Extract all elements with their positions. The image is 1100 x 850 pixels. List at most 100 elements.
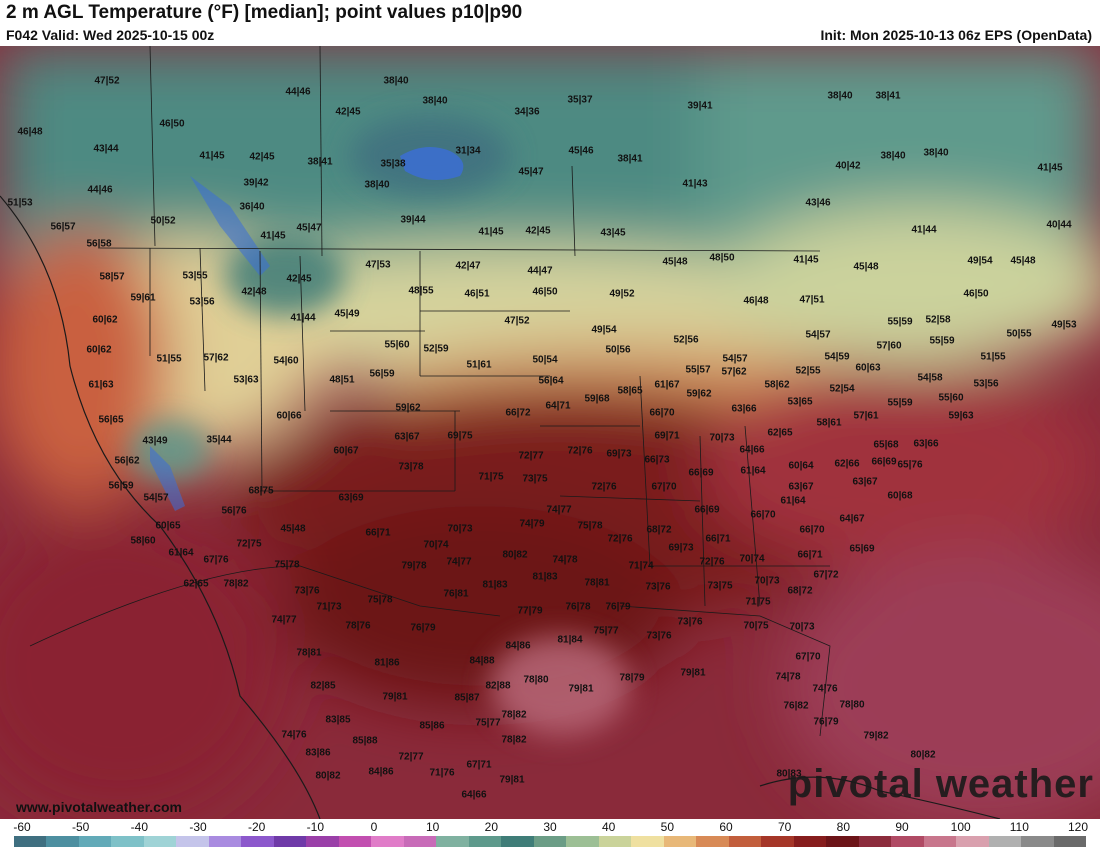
- temperature-map: 47|52 44|46 38|40 38|40 35|37 39|41 38|40 38|41…: [0, 46, 1100, 819]
- colorbar-swatch: [208, 836, 242, 847]
- point-value: 79|81: [680, 667, 706, 679]
- colorbar-swatch: [143, 836, 177, 847]
- colorbar-swatch: [468, 836, 502, 847]
- colorbar-tick-label: -10: [306, 820, 324, 834]
- point-value: 80|83: [776, 768, 802, 780]
- point-value: 70|73: [709, 432, 735, 444]
- point-value: 78|82: [223, 578, 249, 590]
- point-value: 42|45: [525, 225, 551, 237]
- point-value: 72|76: [591, 481, 617, 493]
- colorbar-swatch: [14, 836, 47, 847]
- point-value: 51|61: [466, 359, 492, 371]
- colorbar-tick-label: -50: [71, 820, 90, 834]
- point-value: 84|86: [505, 640, 531, 652]
- colorbar-swatch: [371, 836, 404, 847]
- point-value: 39|42: [243, 177, 269, 189]
- point-value: 47|53: [365, 259, 391, 271]
- point-value: 35|37: [567, 94, 593, 106]
- colorbar-swatch: [956, 836, 989, 847]
- point-value: 46|50: [963, 288, 989, 300]
- point-value: 75|78: [367, 594, 393, 606]
- point-value: 48|50: [709, 252, 735, 264]
- point-value: 67|76: [203, 554, 229, 566]
- colorbar-swatch: [46, 836, 79, 847]
- point-value: 56|65: [98, 414, 124, 426]
- point-value: 64|66: [461, 789, 487, 801]
- point-value: 74|77: [271, 614, 297, 626]
- point-value: 78|81: [584, 577, 610, 589]
- point-value: 45|47: [296, 222, 322, 234]
- point-value: 73|76: [677, 616, 703, 628]
- point-value: 76|81: [443, 588, 469, 600]
- point-value: 54|57: [143, 492, 169, 504]
- point-value: 31|34: [455, 145, 481, 157]
- point-value: 71|73: [316, 601, 342, 613]
- point-value: 81|83: [482, 579, 508, 591]
- point-value: 36|40: [239, 201, 265, 213]
- point-value: 74|76: [812, 683, 838, 695]
- point-value: 68|72: [646, 524, 672, 536]
- point-value: 45|46: [568, 145, 594, 157]
- point-value: 45|48: [662, 256, 688, 268]
- point-value: 54|57: [722, 353, 748, 365]
- point-value: 78|82: [501, 734, 527, 746]
- point-value: 56|59: [369, 368, 395, 380]
- point-value: 65|76: [897, 459, 923, 471]
- point-value: 74|78: [775, 671, 801, 683]
- point-value: 46|51: [464, 288, 490, 300]
- point-value: 38|41: [307, 156, 333, 168]
- point-value: 49|54: [967, 255, 993, 267]
- point-value: 84|88: [469, 655, 495, 667]
- point-value: 41|45: [1037, 162, 1063, 174]
- point-value: 38|40: [422, 95, 448, 107]
- point-value: 63|69: [338, 492, 364, 504]
- point-value: 64|66: [739, 444, 765, 456]
- point-value: 56|64: [538, 375, 564, 387]
- point-value: 66|71: [365, 527, 391, 539]
- point-value: 41|45: [260, 230, 286, 242]
- point-value: 47|52: [504, 315, 530, 327]
- point-value: 79|82: [863, 730, 889, 742]
- point-value: 56|59: [108, 480, 134, 492]
- site-url[interactable]: www.pivotalweather.com: [16, 799, 182, 815]
- colorbar-swatch: [273, 836, 307, 847]
- point-value: 48|51: [329, 374, 355, 386]
- point-value: 58|62: [764, 379, 790, 391]
- valid-time: F042 Valid: Wed 2025-10-15 00z: [6, 27, 215, 43]
- point-value: 56|62: [114, 455, 140, 467]
- point-value: 38|40: [827, 90, 853, 102]
- colorbar-swatch: [728, 836, 762, 847]
- point-value: 57|61: [853, 410, 879, 422]
- point-value: 46|50: [532, 286, 558, 298]
- point-value: 38|40: [880, 150, 906, 162]
- point-value: 83|85: [325, 714, 351, 726]
- point-value: 74|77: [546, 504, 572, 516]
- point-value: 69|75: [447, 430, 473, 442]
- point-value: 80|82: [910, 749, 936, 761]
- point-value: 60|63: [855, 362, 881, 374]
- colorbar-swatch: [566, 836, 599, 847]
- colorbar-swatch: [793, 836, 827, 847]
- point-value: 82|88: [485, 680, 511, 692]
- point-value: 60|62: [86, 344, 112, 356]
- point-value: 47|51: [799, 294, 825, 306]
- colorbar-swatch: [826, 836, 859, 847]
- point-value: 78|82: [501, 709, 527, 721]
- point-value: 79|81: [568, 683, 594, 695]
- point-value: 55|59: [929, 335, 955, 347]
- point-value: 72|75: [236, 538, 262, 550]
- point-value: 55|60: [384, 339, 410, 351]
- point-value: 55|60: [938, 392, 964, 404]
- point-value: 85|87: [454, 692, 480, 704]
- point-value: 72|77: [398, 751, 424, 763]
- point-value: 78|80: [523, 674, 549, 686]
- point-value: 61|64: [780, 495, 806, 507]
- colorbar-swatch: [696, 836, 729, 847]
- point-value: 71|75: [745, 596, 771, 608]
- point-value: 73|75: [707, 580, 733, 592]
- point-value: 52|55: [795, 365, 821, 377]
- colorbar-swatch: [306, 836, 339, 847]
- point-value: 66|70: [799, 524, 825, 536]
- point-value: 64|67: [839, 513, 865, 525]
- colorbar-swatch: [533, 836, 567, 847]
